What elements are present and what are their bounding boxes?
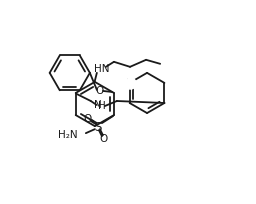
Text: S: S [94,121,102,134]
Text: N: N [94,100,102,110]
Text: O: O [84,114,92,124]
Text: O: O [96,86,104,96]
Text: O: O [100,134,108,144]
Text: HN: HN [94,64,110,74]
Text: N: N [126,78,134,88]
Text: H: H [98,101,106,111]
Text: H₂N: H₂N [58,130,78,140]
